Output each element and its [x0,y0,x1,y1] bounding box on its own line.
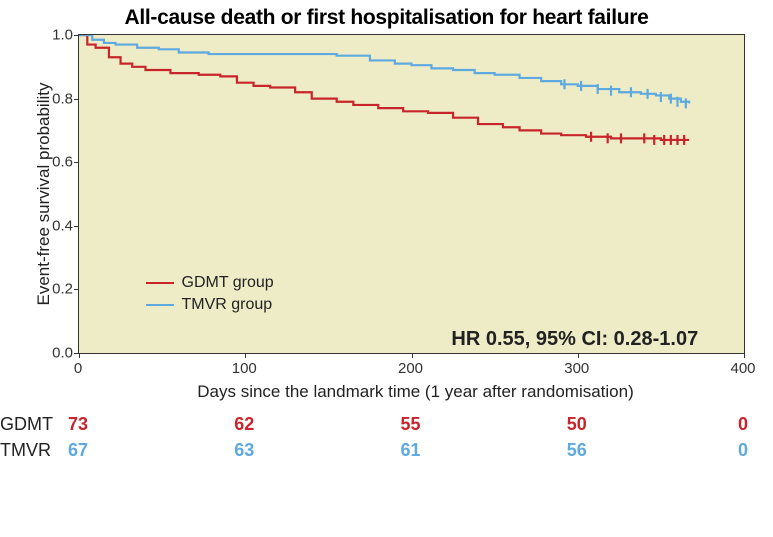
x-tick-label: 300 [564,360,589,377]
y-tick-label: 0.2 [39,281,73,298]
y-tick-label: 0.0 [39,345,73,362]
risk-cell: 63 [234,440,254,461]
x-tick-label: 200 [398,360,423,377]
risk-row: TMVR 67 63 61 56 0 [0,440,753,466]
legend-swatch [146,282,174,284]
risk-row: GDMT 73 62 55 50 0 [0,414,753,440]
km-chart: All-cause death or first hospitalisation… [0,6,773,466]
risk-cell: 0 [738,414,748,435]
legend-swatch [146,304,174,306]
risk-row-label: GDMT [0,414,53,435]
hazard-ratio-text: HR 0.55, 95% CI: 0.28-1.07 [451,328,698,351]
legend-item: TMVR group [146,296,274,314]
legend-label: GDMT group [182,274,274,292]
legend-item: GDMT group [146,274,274,292]
legend-label: TMVR group [182,296,273,314]
risk-cell: 50 [567,414,587,435]
x-ticks: 0100200300400 [78,354,753,380]
risk-cell: 67 [68,440,88,461]
risk-cell: 73 [68,414,88,435]
x-axis-title: Days since the landmark time (1 year aft… [78,382,753,402]
risk-cell: 0 [738,440,748,461]
y-tick-label: 0.8 [39,90,73,107]
plot-wrap: 0.00.20.40.60.81.0 GDMT groupTMVR group … [78,34,753,402]
chart-title: All-cause death or first hospitalisation… [0,6,773,30]
risk-table: GDMT 73 62 55 50 0 TMVR 67 63 61 56 0 [0,414,753,466]
plot-area: 0.00.20.40.60.81.0 GDMT groupTMVR group … [78,34,745,354]
risk-cell: 56 [567,440,587,461]
y-tick-label: 0.6 [39,154,73,171]
risk-cell: 55 [400,414,420,435]
risk-cell: 62 [234,414,254,435]
x-tick-label: 0 [74,360,82,377]
x-tick-label: 100 [232,360,257,377]
risk-row-label: TMVR [0,440,51,461]
y-tick-label: 1.0 [39,27,73,44]
legend: GDMT group TMVR group [146,274,274,314]
y-tick-label: 0.4 [39,217,73,234]
risk-cell: 61 [400,440,420,461]
x-tick-label: 400 [730,360,755,377]
